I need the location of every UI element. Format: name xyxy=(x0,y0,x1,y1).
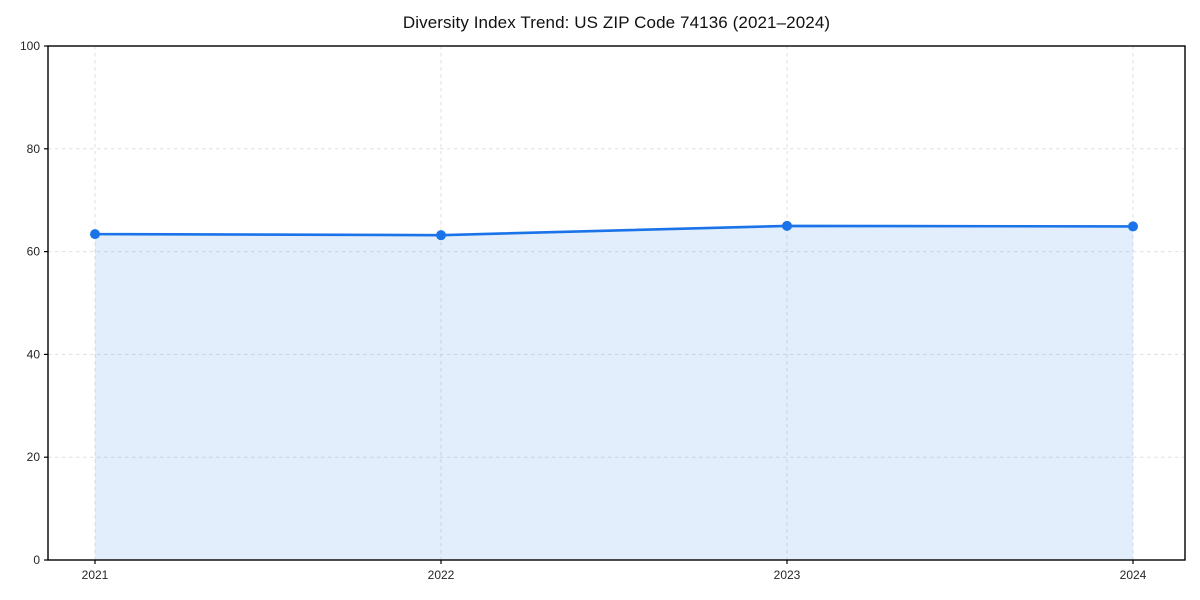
x-tick-label: 2024 xyxy=(1120,568,1147,582)
trend-line xyxy=(93,224,1135,237)
chart-title: Diversity Index Trend: US ZIP Code 74136… xyxy=(402,13,831,32)
data-point-marker xyxy=(436,230,446,241)
y-tick-label: 60 xyxy=(27,245,41,259)
x-tick-label: 2022 xyxy=(428,568,455,582)
area-fill xyxy=(95,225,1133,560)
data-point-marker xyxy=(90,229,100,240)
data-point-marker xyxy=(1128,221,1138,232)
data-point-marker xyxy=(782,220,792,231)
y-tick-label: 20 xyxy=(27,450,41,464)
y-tick-label: 0 xyxy=(33,553,40,567)
x-tick-label: 2021 xyxy=(82,568,109,582)
plot-border xyxy=(47,45,1186,561)
y-tick-label: 100 xyxy=(20,39,40,53)
y-tick-label: 40 xyxy=(27,347,41,361)
y-tick-label: 80 xyxy=(27,142,41,156)
x-tick-label: 2023 xyxy=(774,568,801,582)
